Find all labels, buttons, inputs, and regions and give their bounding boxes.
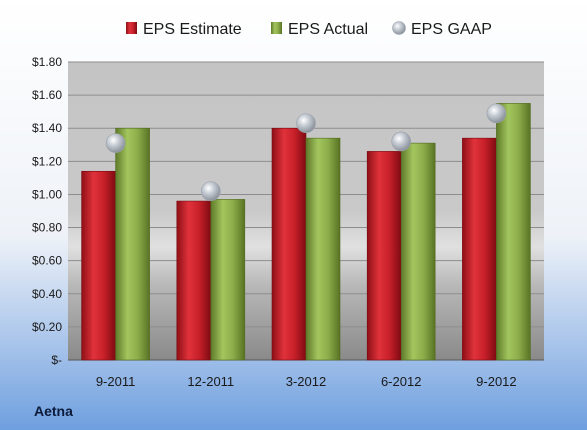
legend-label: EPS Estimate [143,21,242,38]
x-tick-label: 12-2011 [187,374,234,389]
bar-eps-estimate [81,170,116,361]
x-tick-label: 9-2012 [476,374,516,389]
legend-swatch [126,22,137,34]
x-tick-label: 6-2012 [381,374,421,389]
legend-swatch [392,21,406,35]
bar-eps-actual [305,137,341,361]
legend: EPS Estimate EPS Actual EPS GAAP [126,21,492,38]
x-tick-label: 9-2011 [96,374,136,389]
x-axis-ticks: 9-2011 12-2011 3-2012 6-2012 9-2012 [96,374,517,389]
y-tick-label: $- [51,353,62,367]
y-tick-label: $0.20 [32,320,62,334]
y-tick-label: $1.20 [32,154,62,168]
y-tick-label: $1.40 [32,121,62,135]
legend-label: EPS GAAP [411,21,492,38]
bar-eps-estimate [271,127,307,361]
bar-eps-estimate [462,137,497,361]
bar-eps-estimate [176,200,212,361]
y-tick-label: $1.80 [32,55,62,69]
x-tick-label: 3-2012 [286,374,326,389]
legend-label: EPS Actual [288,21,368,38]
company-label: Aetna [34,403,73,419]
y-tick-label: $0.80 [32,221,62,235]
marker-eps-gaap [105,133,126,153]
bar-eps-estimate [366,151,402,361]
bar-eps-actual [210,199,246,361]
bar-eps-actual [400,142,436,361]
marker-eps-gaap [391,131,412,152]
bars [81,103,531,361]
y-tick-label: $0.60 [32,254,62,268]
marker-eps-gaap [201,181,221,201]
legend-swatch [271,22,282,34]
marker-eps-gaap [486,103,507,124]
y-tick-label: $1.00 [32,187,62,201]
marker-eps-gaap [296,113,316,134]
y-tick-label: $0.40 [32,287,62,301]
y-axis-ticks: $- $0.20 $0.40 $0.60 $0.80 $1.00 $1.20 $1.40 $1.… [32,55,62,367]
bar-eps-actual [115,127,150,361]
bar-eps-actual [496,103,531,361]
gaap-markers [105,103,507,201]
y-tick-label: $1.60 [32,88,62,102]
